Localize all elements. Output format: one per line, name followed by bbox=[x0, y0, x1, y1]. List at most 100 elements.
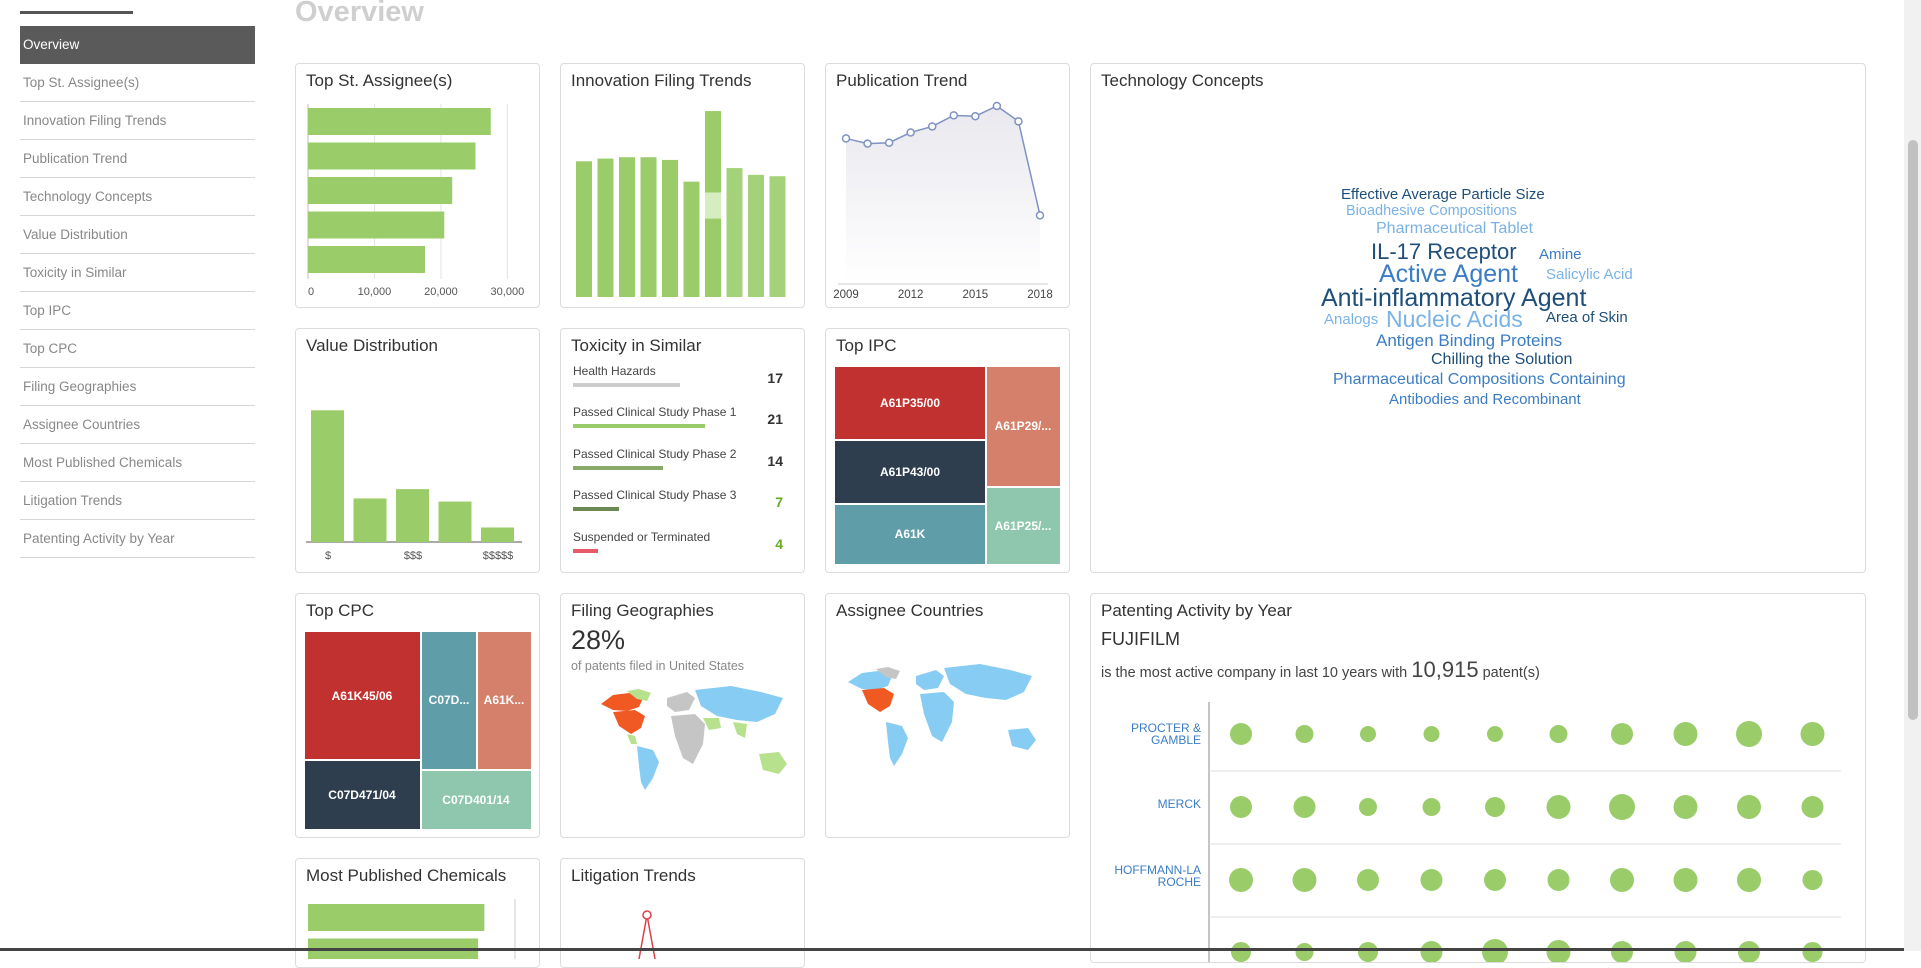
filing-bar[interactable] bbox=[619, 157, 635, 297]
map-region-central-america[interactable] bbox=[627, 734, 637, 744]
activity-bubble[interactable] bbox=[1421, 941, 1443, 963]
sidebar-item-value-distribution[interactable]: Value Distribution bbox=[20, 216, 255, 254]
sidebar-item-overview[interactable]: Overview bbox=[20, 26, 255, 64]
map-region-europe[interactable] bbox=[916, 670, 944, 690]
treemap-cell[interactable]: C07D... bbox=[421, 631, 477, 770]
sidebar-item-top-cpc[interactable]: Top CPC bbox=[20, 330, 255, 368]
filing-bar[interactable] bbox=[662, 160, 678, 297]
filing-bar[interactable] bbox=[770, 176, 786, 297]
concept-word[interactable]: Nucleic Acids bbox=[1386, 306, 1523, 333]
activity-bubble[interactable] bbox=[1547, 940, 1571, 963]
treemap-cell[interactable]: A61K... bbox=[477, 631, 532, 770]
toxicity-row[interactable]: Passed Clinical Study Phase 3 7 bbox=[573, 488, 783, 524]
activity-bubble[interactable] bbox=[1801, 722, 1825, 746]
map-region-india[interactable] bbox=[733, 722, 747, 738]
panel-assignee-countries[interactable]: Assignee Countries bbox=[825, 593, 1070, 838]
toxicity-row[interactable]: Suspended or Terminated 4 bbox=[573, 530, 783, 566]
publication-point[interactable] bbox=[843, 135, 850, 142]
panel-innovation-filing-trends[interactable]: Innovation Filing Trends bbox=[560, 63, 805, 308]
value-bar[interactable] bbox=[481, 527, 514, 542]
activity-bubble[interactable] bbox=[1548, 869, 1570, 891]
activity-bubble[interactable] bbox=[1802, 796, 1824, 818]
activity-bubble[interactable] bbox=[1485, 797, 1505, 817]
concept-word[interactable]: Analogs bbox=[1324, 311, 1378, 328]
activity-bubble[interactable] bbox=[1231, 942, 1251, 962]
publication-point[interactable] bbox=[950, 112, 957, 119]
concept-word[interactable]: Pharmaceutical Compositions Containing bbox=[1333, 371, 1626, 389]
sidebar-item-toxicity-in-similar[interactable]: Toxicity in Similar bbox=[20, 254, 255, 292]
treemap-cell[interactable]: A61P25/... bbox=[986, 487, 1061, 565]
sidebar-item-most-published-chemicals[interactable]: Most Published Chemicals bbox=[20, 444, 255, 482]
toxicity-row[interactable]: Passed Clinical Study Phase 2 14 bbox=[573, 447, 783, 483]
activity-bubble[interactable] bbox=[1737, 868, 1761, 892]
map-region-asia[interactable] bbox=[695, 686, 783, 722]
concept-word[interactable]: Chilling the Solution bbox=[1431, 351, 1572, 369]
filing-bar[interactable] bbox=[684, 182, 700, 297]
activity-bubble[interactable] bbox=[1674, 722, 1698, 746]
map-region-south-america[interactable] bbox=[886, 722, 908, 766]
activity-bubble[interactable] bbox=[1229, 868, 1253, 892]
toxicity-row[interactable]: Passed Clinical Study Phase 1 21 bbox=[573, 405, 783, 441]
publication-point[interactable] bbox=[993, 102, 1000, 109]
activity-bubble[interactable] bbox=[1674, 795, 1698, 819]
sidebar-item-litigation-trends[interactable]: Litigation Trends bbox=[20, 482, 255, 520]
activity-bubble[interactable] bbox=[1230, 796, 1252, 818]
activity-bubble[interactable] bbox=[1360, 726, 1376, 742]
panel-most-published-chemicals[interactable]: Most Published Chemicals bbox=[295, 858, 540, 968]
activity-bubble[interactable] bbox=[1482, 939, 1508, 963]
treemap-cell[interactable]: C07D471/04 bbox=[304, 760, 421, 830]
activity-bubble[interactable] bbox=[1296, 725, 1314, 743]
value-bar[interactable] bbox=[396, 489, 429, 542]
map-region-africa[interactable] bbox=[920, 692, 954, 742]
treemap-cell[interactable]: A61K45/06 bbox=[304, 631, 421, 770]
concept-word[interactable]: Bioadhesive Compositions bbox=[1346, 203, 1517, 219]
sidebar-item-innovation-filing-trends[interactable]: Innovation Filing Trends bbox=[20, 102, 255, 140]
activity-bubble[interactable] bbox=[1611, 723, 1633, 745]
toxicity-row[interactable]: Health Hazards 17 bbox=[573, 364, 783, 400]
panel-top-assignees[interactable]: Top St. Assignee(s) 010,00020,00030,000 bbox=[295, 63, 540, 308]
filing-bar[interactable] bbox=[705, 219, 721, 297]
concept-word[interactable]: Area of Skin bbox=[1546, 309, 1628, 326]
filing-bar[interactable] bbox=[727, 168, 743, 297]
assignee-bar[interactable] bbox=[308, 108, 491, 135]
chemical-bar[interactable] bbox=[308, 904, 484, 931]
activity-bubble[interactable] bbox=[1736, 721, 1762, 747]
publication-point[interactable] bbox=[1015, 118, 1022, 125]
publication-point[interactable] bbox=[929, 123, 936, 130]
treemap-cell[interactable]: A61P35/00 bbox=[834, 366, 986, 440]
activity-bubble[interactable] bbox=[1423, 798, 1441, 816]
activity-bubble[interactable] bbox=[1487, 726, 1503, 742]
sidebar-item-publication-trend[interactable]: Publication Trend bbox=[20, 140, 255, 178]
filing-bar[interactable] bbox=[598, 159, 614, 297]
map-region-south-america[interactable] bbox=[637, 746, 659, 790]
assignee-bar[interactable] bbox=[308, 246, 425, 273]
activity-bubble[interactable] bbox=[1674, 868, 1698, 892]
activity-bubble[interactable] bbox=[1610, 868, 1634, 892]
value-bar[interactable] bbox=[354, 498, 387, 542]
activity-bubble[interactable] bbox=[1421, 869, 1443, 891]
publication-point[interactable] bbox=[907, 129, 914, 136]
panel-top-cpc[interactable]: Top CPC A61K45/06 C07D... A61K... C07D47… bbox=[295, 593, 540, 838]
value-bar[interactable] bbox=[311, 410, 344, 542]
panel-technology-concepts[interactable]: Technology Concepts Effective Average Pa… bbox=[1090, 63, 1866, 573]
scroll-thumb[interactable] bbox=[1908, 140, 1918, 720]
assignee-bar[interactable] bbox=[308, 143, 475, 170]
publication-point[interactable] bbox=[886, 139, 893, 146]
activity-bubble[interactable] bbox=[1738, 941, 1760, 963]
activity-bubble[interactable] bbox=[1293, 868, 1317, 892]
litigation-point[interactable] bbox=[643, 911, 651, 919]
activity-bubble[interactable] bbox=[1484, 869, 1506, 891]
map-region-usa[interactable] bbox=[613, 710, 645, 734]
filing-bar[interactable] bbox=[748, 175, 764, 297]
activity-bubble[interactable] bbox=[1547, 795, 1571, 819]
activity-bubble[interactable] bbox=[1294, 796, 1316, 818]
treemap-cell[interactable]: C07D401/14 bbox=[421, 770, 532, 830]
activity-bubble[interactable] bbox=[1424, 726, 1440, 742]
panel-filing-geographies[interactable]: Filing Geographies 28% of patents filed … bbox=[560, 593, 805, 838]
publication-point[interactable] bbox=[972, 113, 979, 120]
assignee-bar[interactable] bbox=[308, 177, 452, 204]
concept-word[interactable]: Antigen Binding Proteins bbox=[1376, 331, 1562, 351]
map-region-africa[interactable] bbox=[671, 714, 705, 764]
filing-bar[interactable] bbox=[705, 111, 721, 192]
map-region-usa[interactable] bbox=[862, 688, 894, 712]
